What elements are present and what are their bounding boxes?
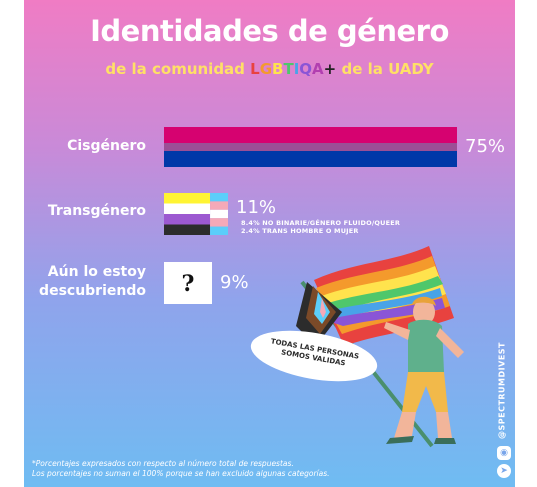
- bar-cis-stripe-2: [164, 151, 457, 167]
- bar-trans-nonbinary-stripe-2: [164, 214, 211, 225]
- acronym-letter-1: G: [259, 60, 273, 78]
- acronym-letter-4: I: [293, 60, 300, 78]
- subtitle: de la comunidad LGBTIQA+ de la UADY: [24, 60, 515, 78]
- category-label-discovering-line1: Aún lo estoy: [47, 264, 146, 280]
- acronym-letter-5: Q: [299, 60, 313, 78]
- acronym-letter-3: T: [283, 60, 294, 78]
- footnote-line2: Los porcentajes no suman el 100% porque …: [32, 469, 330, 478]
- category-label-discovering-line2: descubriendo: [39, 283, 146, 299]
- bar-trans-trans-stripe-3: [210, 218, 228, 227]
- category-label-trans: Transgénero: [47, 203, 146, 219]
- twitter-icon[interactable]: ➤: [497, 464, 511, 478]
- bar-cis-stripe-1: [164, 143, 457, 151]
- acronym-letter-6: A: [312, 60, 324, 78]
- instagram-icon[interactable]: ◉: [497, 446, 511, 460]
- subtitle-after: de la UADY: [336, 60, 434, 78]
- bar-trans-trans-stripe-0: [210, 193, 228, 202]
- annotation-nonbinary: 8.4% NO BINARIE/GÉNERO FLUIDO/QUEER: [241, 219, 401, 227]
- value-label-trans: 11%: [236, 197, 277, 218]
- acronym-letter-2: B: [272, 60, 284, 78]
- bar-trans-nonbinary-stripe-0: [164, 193, 211, 204]
- bar-trans-nonbinary-stripe-1: [164, 203, 211, 214]
- bar-cis-stripe-0: [164, 127, 457, 143]
- bar-trans-trans-stripe-1: [210, 201, 228, 210]
- bar-chart: ?: [164, 127, 457, 304]
- footnote-line1: *Porcentajes expresados con respecto al …: [32, 459, 294, 468]
- value-label-discovering: 9%: [220, 272, 249, 293]
- category-label-discovering: Aún lo estoy descubriendo: [24, 263, 146, 301]
- social-handle: @SPECTRUMDIVEST: [497, 341, 507, 440]
- category-label-cis: Cisgénero: [67, 138, 146, 154]
- annotation-trans: 2.4% TRANS HOMBRE O MUJER: [241, 227, 359, 235]
- value-label-cis: 75%: [465, 136, 506, 157]
- page-title: Identidades de género: [90, 14, 449, 48]
- bar-discovering: [164, 262, 212, 304]
- question-mark-icon: ?: [182, 271, 195, 297]
- subtitle-before: de la comunidad: [105, 60, 251, 78]
- social-handle-container: @SPECTRUMDIVEST: [495, 338, 509, 448]
- illustration-person-with-flag: [296, 246, 464, 448]
- infographic-card: Identidades de género de la comunidad LG…: [24, 0, 515, 487]
- acronym-letter-0: L: [250, 60, 260, 78]
- bar-trans-nonbinary-stripe-3: [164, 224, 211, 235]
- acronym-letter-7: +: [323, 60, 337, 78]
- person-figure: [384, 296, 464, 444]
- acronym-lgbtiqa: LGBTIQA+: [250, 60, 336, 78]
- bar-trans-trans-stripe-2: [210, 209, 228, 219]
- bar-trans-trans-stripe-4: [210, 226, 228, 235]
